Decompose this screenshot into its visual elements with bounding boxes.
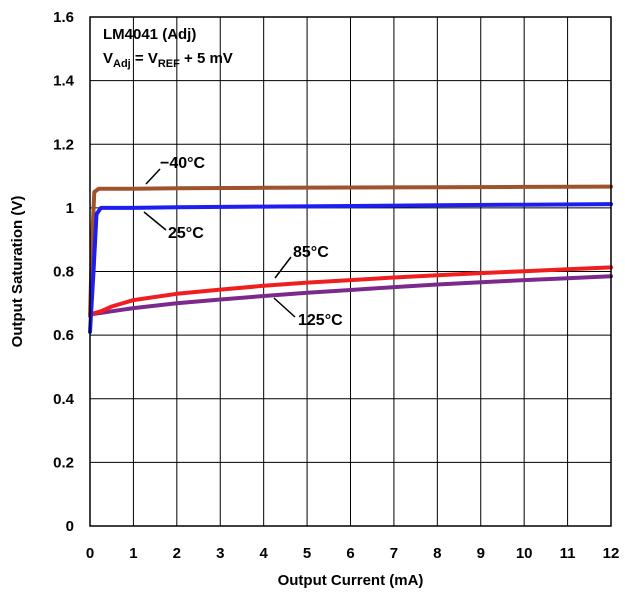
series-lines	[88, 184, 613, 334]
annotation-line-2: VAdj = VREF + 5 mV	[103, 50, 233, 70]
y-tick-label: 0	[66, 518, 74, 535]
series-line-0	[88, 184, 613, 318]
y-tick-label: 1.6	[53, 9, 74, 26]
leader-125	[273, 297, 296, 318]
x-tick-label: 7	[390, 545, 398, 562]
plot-frame	[89, 16, 612, 527]
y-tick-label: 1.4	[53, 73, 75, 90]
y-tick-label: 1.2	[53, 136, 74, 153]
leader-85	[274, 256, 292, 279]
series-line-3	[88, 274, 613, 317]
y-tick-label: 1	[66, 200, 74, 217]
label-85: 85°C	[293, 244, 329, 261]
leader-25	[143, 211, 167, 231]
x-tick-label: 2	[173, 545, 181, 562]
y-tick-label: 0.2	[53, 454, 74, 471]
y-axis-title: Output Saturation (V)	[9, 196, 26, 348]
x-tick-label: 6	[346, 545, 354, 562]
y-tick-label: 0.8	[53, 264, 74, 281]
x-tick-label: 1	[129, 545, 137, 562]
x-tick-label: 4	[259, 545, 268, 562]
series-line-1	[88, 202, 613, 334]
x-axis-title: Output Current (mA)	[278, 572, 424, 589]
series-labels: −40°C 25°C 85°C 125°C	[143, 155, 343, 329]
label-25: 25°C	[168, 225, 204, 242]
series-line-2	[88, 265, 613, 317]
x-tick-label: 5	[303, 545, 311, 562]
x-tick-label: 9	[477, 545, 485, 562]
annotation-line-1: LM4041 (Adj)	[103, 26, 196, 43]
x-tick-label: 12	[603, 545, 620, 562]
leader-minus40	[145, 168, 161, 185]
y-tick-label: 0.4	[53, 391, 75, 408]
label-125: 125°C	[298, 312, 343, 329]
x-tick-label: 8	[433, 545, 441, 562]
y-tick-label: 0.6	[53, 327, 74, 344]
grid	[90, 17, 611, 526]
x-tick-label: 11	[560, 545, 576, 562]
x-tick-label: 10	[516, 545, 533, 562]
annotation-box: LM4041 (Adj) VAdj = VREF + 5 mV	[103, 26, 233, 70]
x-tick-label: 0	[86, 545, 94, 562]
x-tick-label: 3	[216, 545, 224, 562]
label-minus40: −40°C	[160, 155, 206, 172]
